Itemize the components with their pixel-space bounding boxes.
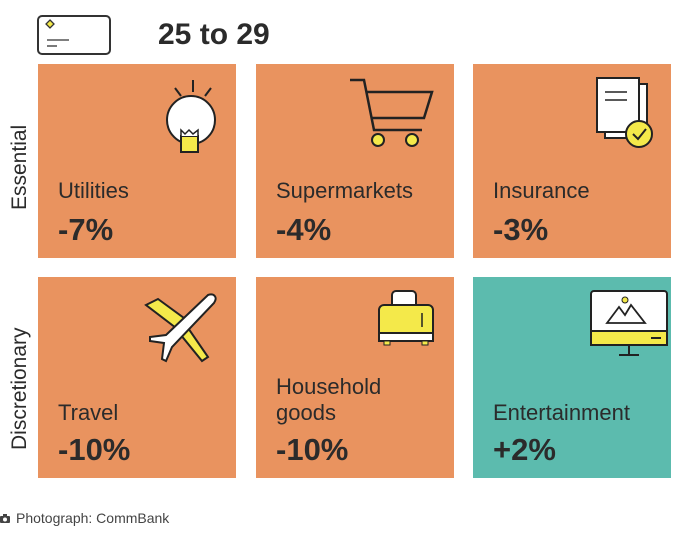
- page-title: 25 to 29: [158, 18, 270, 51]
- tile-name: Supermarkets: [276, 178, 413, 203]
- tile-name: Utilities: [58, 178, 129, 203]
- document-check-icon: [596, 77, 653, 148]
- camera-icon: [0, 513, 10, 523]
- row-label-discretionary: Discretionary: [8, 327, 31, 450]
- tile-value: -10%: [276, 432, 349, 467]
- caption-text: Photograph: CommBank: [16, 510, 170, 526]
- lightbulb-icon: [166, 80, 216, 153]
- tile-name: Insurance: [493, 178, 590, 203]
- tile-value: -10%: [58, 432, 131, 467]
- tile-supermarkets: Supermarkets -4%: [256, 64, 454, 258]
- airplane-icon: [144, 293, 217, 363]
- monitor-icon: [590, 290, 668, 356]
- tile-travel: Travel -10%: [38, 277, 236, 478]
- credit-card-icon: [37, 15, 111, 55]
- tile-entertainment: Entertainment +2%: [473, 277, 671, 478]
- photo-caption: Photograph: CommBank: [0, 510, 169, 526]
- tile-utilities: Utilities -7%: [38, 64, 236, 258]
- tile-value: -4%: [276, 212, 332, 247]
- tile-insurance: Insurance -3%: [473, 64, 671, 258]
- shopping-cart-icon: [350, 78, 434, 147]
- tile-value: +2%: [493, 432, 556, 467]
- toaster-icon: [378, 290, 434, 346]
- tile-name: Travel: [58, 400, 119, 425]
- tile-value: -3%: [493, 212, 549, 247]
- tile-name: Household: [276, 374, 382, 399]
- tile-name: Entertainment: [493, 400, 630, 425]
- tile-value: -7%: [58, 212, 114, 247]
- tile-name-line2: goods: [276, 400, 336, 425]
- row-label-essential: Essential: [8, 124, 31, 210]
- tile-household-goods: Household goods -10%: [256, 277, 454, 478]
